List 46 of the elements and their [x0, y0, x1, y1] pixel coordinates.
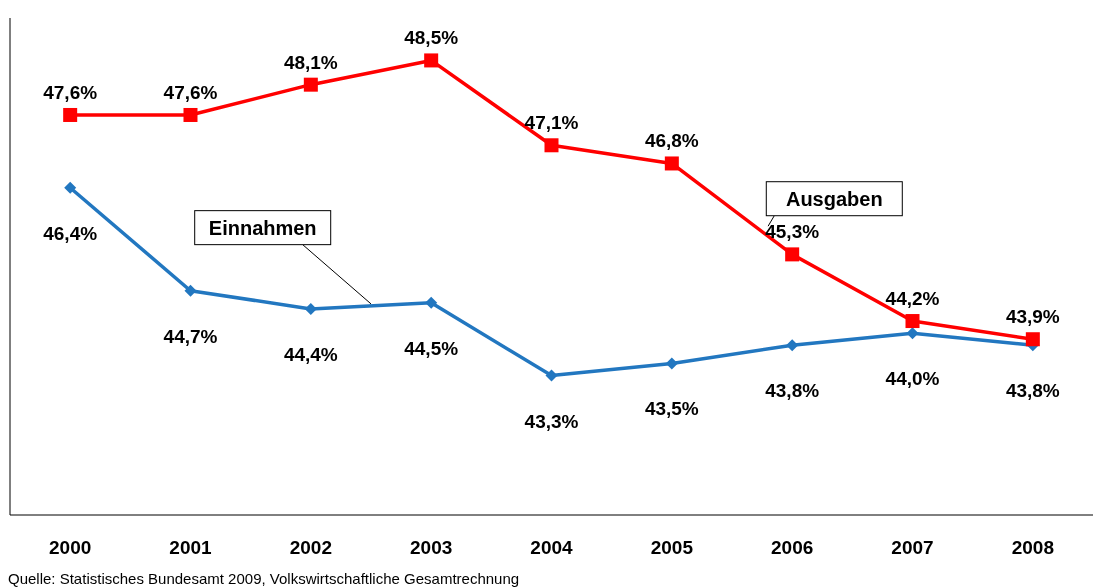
x-tick-label: 2008 [1011, 537, 1054, 559]
data-label: 43,3% [524, 410, 579, 432]
x-tick-label: 2006 [771, 537, 814, 559]
point [425, 296, 438, 309]
point [183, 107, 198, 122]
x-tick-label: 2007 [891, 537, 934, 559]
point [1025, 332, 1040, 347]
data-label: 48,1% [283, 51, 338, 73]
point [785, 247, 800, 262]
data-label: 44,7% [163, 325, 218, 347]
data-label: 47,6% [163, 81, 218, 103]
data-label: 46,8% [644, 130, 699, 152]
point [424, 53, 439, 68]
text: Einnahmen [208, 216, 317, 239]
point [786, 339, 799, 352]
point [544, 138, 559, 153]
x-tick-label: 2003 [410, 537, 453, 559]
data-label: 44,2% [885, 288, 940, 310]
data-label: 44,4% [283, 343, 338, 365]
point [64, 181, 77, 194]
data-label: 43,8% [1005, 380, 1060, 402]
point [905, 314, 920, 329]
x-tick-label: 2001 [169, 537, 213, 559]
point [303, 77, 318, 92]
data-label: 48,5% [404, 27, 459, 49]
x-tick-label: 2004 [530, 537, 574, 559]
data-label: 43,5% [644, 398, 699, 420]
point [906, 327, 919, 340]
x-tick-label: 2002 [289, 537, 332, 559]
data-label: 44,5% [404, 337, 459, 359]
x-tick-label: 2000 [49, 537, 92, 559]
point [545, 369, 558, 382]
source-note: Quelle: Statistisches Bundesamt 2009, Volkswirtschaftliche Gesamtrechnung [8, 570, 521, 587]
point [63, 107, 78, 122]
data-label: 43,8% [765, 380, 820, 402]
data-label: 47,6% [43, 81, 98, 103]
series-label: Ausgaben [785, 187, 883, 210]
point [664, 156, 679, 171]
x-tick-label: 2005 [650, 537, 694, 559]
data-label: 47,1% [524, 112, 579, 134]
data-label: 44,0% [885, 368, 940, 390]
data-label: 46,4% [43, 222, 98, 244]
point [665, 357, 678, 370]
point [184, 284, 197, 297]
data-label: 43,9% [1005, 306, 1060, 328]
data-label: 45,3% [765, 221, 820, 243]
